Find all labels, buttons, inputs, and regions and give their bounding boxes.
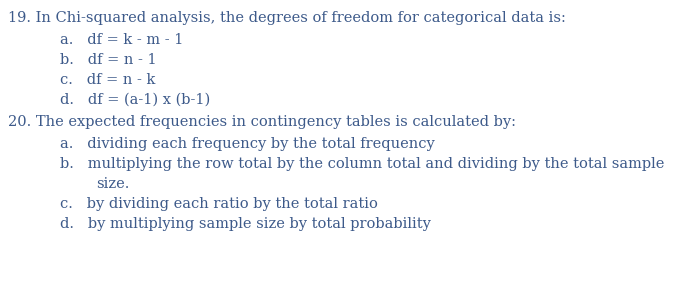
Text: size.: size. — [96, 177, 129, 191]
Text: d.   by multiplying sample size by total probability: d. by multiplying sample size by total p… — [60, 217, 431, 231]
Text: d.   df = (a-1) x (b-1): d. df = (a-1) x (b-1) — [60, 93, 210, 107]
Text: b.   df = n - 1: b. df = n - 1 — [60, 53, 157, 67]
Text: c.   by dividing each ratio by the total ratio: c. by dividing each ratio by the total r… — [60, 197, 378, 211]
Text: 19. In Chi-squared analysis, the degrees of freedom for categorical data is:: 19. In Chi-squared analysis, the degrees… — [8, 11, 566, 25]
Text: a.   df = k - m - 1: a. df = k - m - 1 — [60, 33, 183, 47]
Text: a.   dividing each frequency by the total frequency: a. dividing each frequency by the total … — [60, 137, 435, 151]
Text: c.   df = n - k: c. df = n - k — [60, 73, 155, 87]
Text: b.   multiplying the row total by the column total and dividing by the total sam: b. multiplying the row total by the colu… — [60, 157, 664, 171]
Text: 20. The expected frequencies in contingency tables is calculated by:: 20. The expected frequencies in continge… — [8, 115, 516, 129]
